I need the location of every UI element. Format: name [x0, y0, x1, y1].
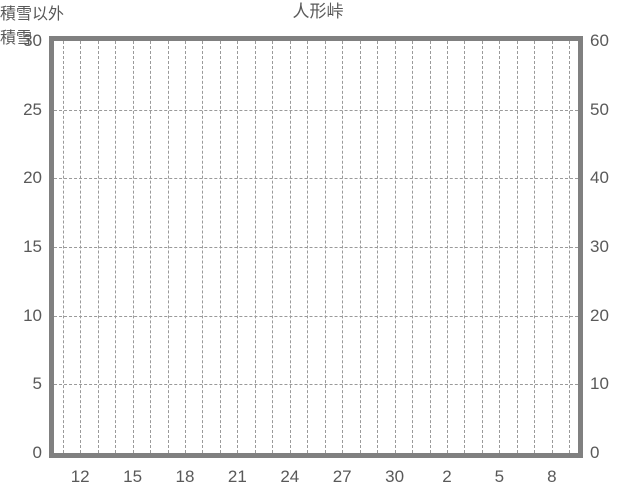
- left-axis-tick-label: 15: [23, 237, 42, 256]
- horizontal-gridline: [54, 109, 578, 111]
- right-axis-tick-label: 20: [590, 305, 609, 325]
- x-axis-tick-label: 15: [123, 467, 143, 486]
- x-axis-tick-label: 8: [547, 467, 557, 486]
- x-axis-tick-label: 2: [442, 467, 452, 486]
- plot-gridlines: [54, 41, 578, 453]
- left-axis-tick-label: 10: [23, 305, 42, 325]
- right-axis-tick-label: 10: [590, 374, 609, 394]
- x-axis-tick-label: 18: [175, 467, 195, 486]
- left-axis-tick-label: 5: [32, 374, 42, 394]
- plot-area: [49, 36, 583, 458]
- x-axis-tick-label: 27: [332, 467, 352, 486]
- x-axis-tick-label: 24: [280, 467, 300, 486]
- left-axis-tick-label: 30: [23, 31, 42, 50]
- horizontal-gridline: [54, 384, 578, 386]
- right-axis-tick-label: 30: [590, 237, 609, 256]
- x-axis-tick-label: 30: [385, 467, 405, 486]
- x-axis-tick-label: 12: [70, 467, 90, 486]
- right-axis-tick-label: 50: [590, 99, 609, 119]
- x-axis-tick-label: 21: [227, 467, 247, 486]
- left-axis-tick-label: 25: [23, 99, 42, 119]
- horizontal-gridline: [54, 178, 578, 180]
- horizontal-gridline: [54, 315, 578, 317]
- horizontal-gridline: [54, 247, 578, 248]
- right-axis-tick-label: 40: [590, 168, 609, 188]
- chart-title: 人形峠: [292, 2, 344, 21]
- right-axis-tick-label: 0: [590, 443, 600, 462]
- left-axis-title: 積雪以外: [0, 6, 65, 23]
- right-axis-title: 積雪: [0, 30, 33, 47]
- x-axis-tick-label: 5: [494, 467, 505, 486]
- left-axis-tick-label: 20: [23, 168, 42, 188]
- left-axis-tick-label: 0: [32, 443, 42, 462]
- right-axis-tick-label: 60: [590, 31, 609, 50]
